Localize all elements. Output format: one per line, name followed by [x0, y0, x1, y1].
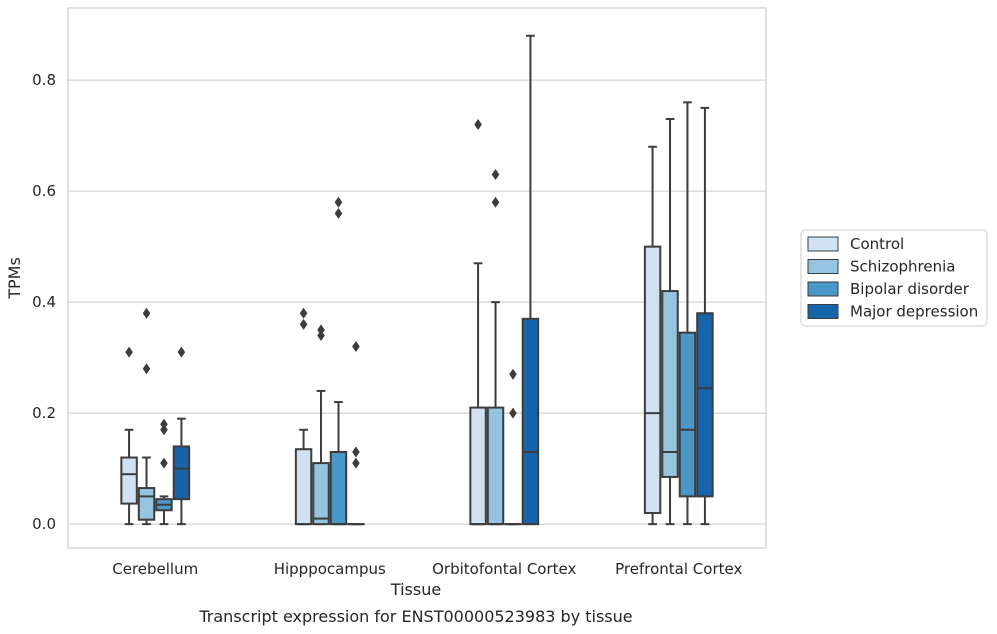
box-group — [137, 307, 156, 526]
outlier-point — [334, 207, 343, 219]
box-group — [696, 106, 714, 526]
x-tick-label: Orbitofontal Cortex — [432, 560, 576, 578]
y-tick-label: 0.0 — [32, 515, 56, 533]
outlier-point — [299, 307, 308, 319]
box-group — [643, 145, 662, 526]
box-group — [678, 101, 697, 526]
box-group — [347, 341, 365, 526]
outlier-point — [125, 346, 133, 358]
box-iqr — [486, 406, 505, 526]
outlier-point — [474, 119, 482, 131]
legend-label: Schizophrenia — [850, 258, 955, 276]
box-iqr — [294, 448, 313, 526]
box-group — [661, 117, 679, 526]
outlier-point — [334, 196, 343, 208]
box-iqr — [469, 406, 487, 526]
outlier-point — [491, 168, 500, 180]
box-group — [120, 346, 138, 526]
legend-swatch — [807, 281, 839, 297]
box-iqr — [120, 456, 138, 505]
y-tick-labels: 0.0 0.2 0.4 0.6 0.8 — [32, 71, 56, 533]
outlier-point — [491, 196, 500, 208]
box-iqr — [312, 462, 330, 526]
legend-label: Control — [850, 235, 904, 253]
y-axis-label: TPMs — [5, 257, 24, 300]
legend-swatch — [807, 259, 839, 274]
outlier-point — [352, 446, 360, 458]
legend-frame — [800, 229, 988, 327]
box-group — [172, 346, 191, 526]
legend-label: Major depression — [850, 303, 978, 321]
y-tick-label: 0.4 — [32, 293, 56, 311]
box-group — [312, 324, 330, 526]
box-iqr — [172, 445, 191, 501]
x-tick-label: Cerebellum — [112, 560, 198, 578]
y-tick-label: 0.8 — [32, 71, 56, 89]
y-tick-label: 0.6 — [32, 182, 56, 200]
box-group — [469, 119, 487, 526]
legend: Control Schizophrenia Bipolar disorder Majo… — [800, 229, 988, 327]
box-iqr — [643, 245, 662, 515]
box-iqr — [661, 290, 679, 478]
box-iqr — [137, 487, 156, 521]
chart-caption: Transcript expression for ENST0000052398… — [198, 607, 632, 626]
box-group — [329, 196, 348, 526]
box-plot-marks — [120, 34, 714, 526]
box-group — [504, 368, 522, 526]
box-group — [486, 168, 505, 526]
outlier-point — [142, 363, 151, 375]
legend-swatch — [807, 304, 839, 319]
box-iqr — [696, 312, 714, 498]
y-tick-label: 0.2 — [32, 404, 56, 422]
x-tick-label: Prefrontal Cortex — [615, 560, 742, 578]
legend-label: Bipolar disorder — [850, 280, 970, 298]
box-group — [294, 307, 313, 526]
outlier-point — [317, 324, 325, 336]
outlier-point — [160, 457, 168, 469]
outlier-point — [160, 418, 168, 430]
outlier-point — [509, 368, 517, 380]
outlier-point — [509, 407, 517, 419]
box-group — [155, 418, 173, 526]
x-tick-label: Hipppocampus — [274, 560, 386, 578]
outlier-point — [352, 341, 360, 353]
outlier-point — [160, 424, 168, 436]
legend-swatch — [807, 236, 839, 252]
outlier-point — [142, 307, 151, 319]
x-tick-labels: Cerebellum Hipppocampus Orbitofontal Corte… — [112, 560, 742, 578]
outlier-point — [177, 346, 186, 358]
plot-frame — [67, 7, 767, 549]
box-group — [521, 34, 540, 526]
box-iqr — [329, 450, 348, 526]
outlier-point — [317, 329, 325, 341]
box-iqr — [678, 331, 697, 498]
box-iqr — [521, 317, 540, 526]
x-axis-label: Tissue — [390, 580, 441, 599]
outlier-point — [352, 457, 360, 469]
outlier-point — [299, 318, 308, 330]
